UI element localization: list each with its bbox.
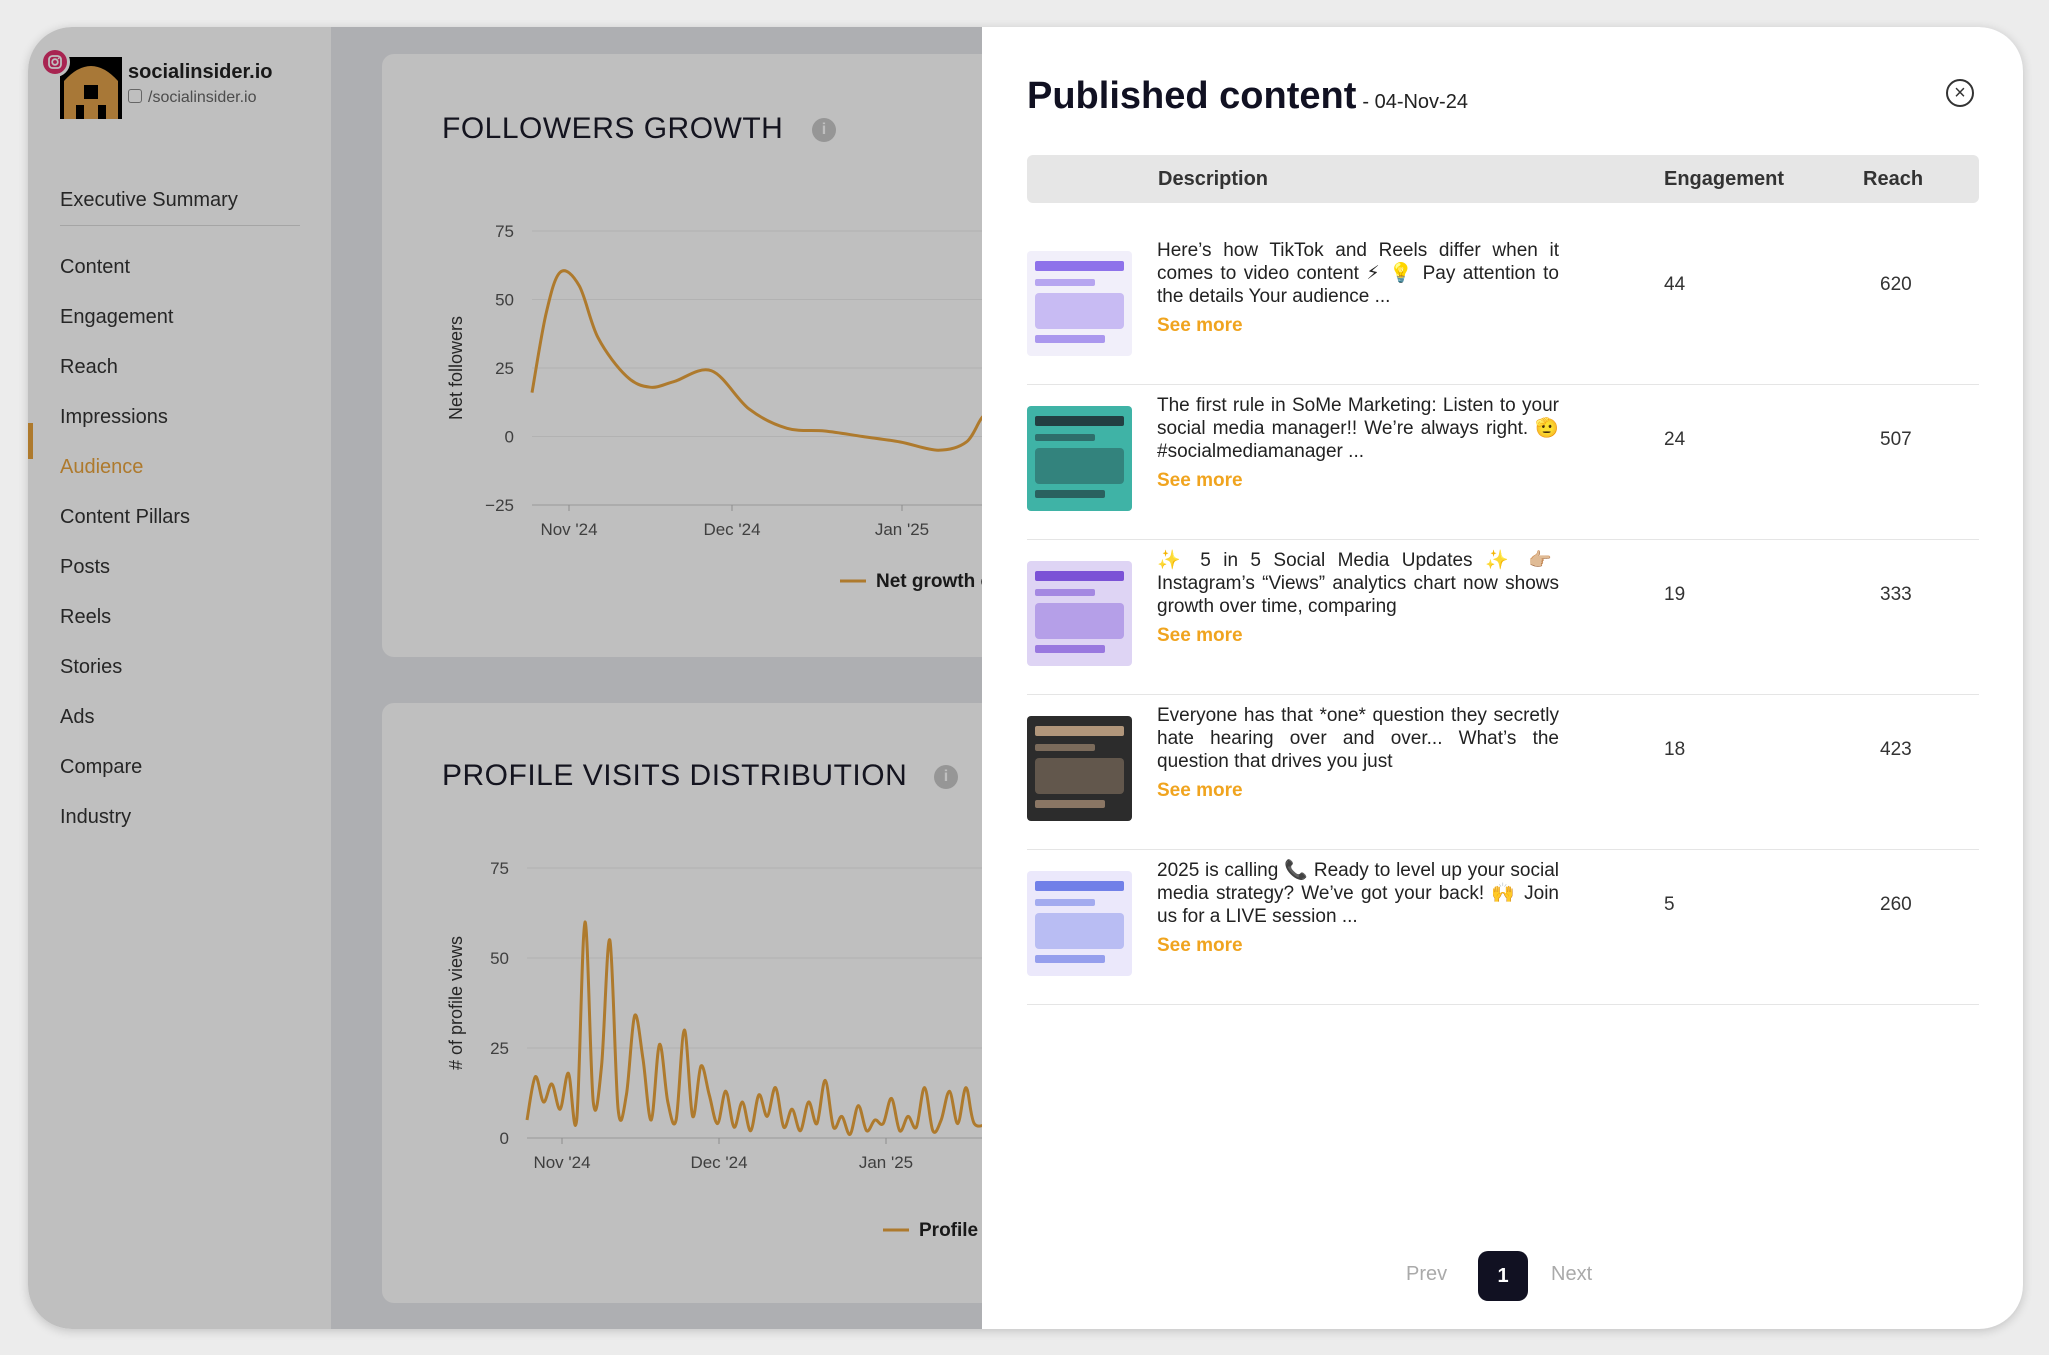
table-row[interactable]: 2025 is calling 📞 Ready to level up your… — [1027, 849, 1979, 1005]
reach-value: 507 — [1880, 429, 1912, 450]
table-row[interactable]: The first rule in SoMe Marketing: Listen… — [1027, 384, 1979, 540]
profile-handle: /socialinsider.io — [128, 89, 257, 107]
y-tick-label: 25 — [495, 359, 514, 378]
modal-title-text: Published content — [1027, 75, 1357, 117]
engagement-value: 5 — [1664, 894, 1675, 915]
x-tick-label: Dec '24 — [690, 1153, 747, 1172]
x-tick-label: Jan '25 — [859, 1153, 913, 1172]
x-tick-label: Nov '24 — [540, 520, 597, 539]
followers-growth-title: FOLLOWERS GROWTH — [442, 112, 784, 145]
sidebar-nav: Executive Summary Content Engagement Reach I… — [60, 175, 300, 842]
see-more-link[interactable]: See more — [1157, 470, 1243, 491]
prev-button[interactable]: Prev — [1406, 1263, 1448, 1285]
post-description: Here’s how TikTok and Reels differ when … — [1157, 240, 1559, 307]
y-axis-label: # of profile views — [446, 936, 466, 1070]
column-description[interactable]: Description — [1158, 168, 1269, 190]
sidebar-item-stories[interactable]: Stories — [60, 656, 123, 678]
profile-name[interactable]: socialinsider.io — [128, 61, 273, 83]
see-more-link[interactable]: See more — [1157, 625, 1243, 646]
sidebar-item-audience[interactable]: Audience — [60, 456, 144, 478]
sidebar-item-compare[interactable]: Compare — [60, 756, 143, 778]
engagement-value: 19 — [1664, 584, 1686, 605]
y-tick-label: 0 — [505, 428, 514, 447]
y-tick-label: 75 — [495, 222, 514, 241]
x-tick-label: Nov '24 — [533, 1153, 590, 1172]
next-button[interactable]: Next — [1551, 1263, 1593, 1285]
legend-label[interactable]: Profile vi — [919, 1220, 999, 1241]
sidebar-item-reels[interactable]: Reels — [60, 606, 112, 628]
engagement-value: 18 — [1664, 739, 1686, 760]
reach-value: 333 — [1880, 584, 1912, 605]
engagement-value: 44 — [1664, 274, 1686, 295]
sidebar-item-ads[interactable]: Ads — [60, 706, 95, 728]
y-tick-label: 50 — [495, 291, 514, 310]
x-tick-label: Dec '24 — [703, 520, 760, 539]
see-more-link[interactable]: See more — [1157, 780, 1243, 801]
sidebar-item-posts[interactable]: Posts — [60, 556, 111, 578]
y-tick-label: 75 — [490, 859, 509, 878]
reach-value: 260 — [1880, 894, 1912, 915]
sidebar-item-reach[interactable]: Reach — [60, 356, 118, 378]
table-row[interactable]: ✨ 5 in 5 Social Media Updates ✨ 👉🏼 Insta… — [1027, 539, 1979, 695]
reach-value: 423 — [1880, 739, 1912, 760]
instagram-small-icon — [128, 89, 142, 103]
active-indicator — [28, 423, 33, 459]
series-line[interactable] — [525, 920, 1025, 1136]
app-window: socialinsider.io /socialinsider.io Execu… — [28, 27, 2023, 1329]
sidebar: socialinsider.io /socialinsider.io Execu… — [28, 27, 331, 1329]
see-more-link[interactable]: See more — [1157, 935, 1243, 956]
sidebar-item-executive-summary[interactable]: Executive Summary — [60, 175, 300, 226]
post-thumbnail[interactable] — [1027, 406, 1132, 511]
column-reach[interactable]: Reach — [1863, 168, 1924, 190]
engagement-value: 24 — [1664, 429, 1686, 450]
table-header: Description Engagement Reach — [1027, 155, 1979, 203]
post-thumbnail[interactable] — [1027, 251, 1132, 356]
post-description: Everyone has that *one* question they se… — [1157, 705, 1559, 772]
y-tick-label: 0 — [500, 1129, 509, 1148]
sidebar-item-content[interactable]: Content — [60, 256, 131, 278]
sidebar-item-content-pillars[interactable]: Content Pillars — [60, 506, 191, 528]
profile-visits-title: PROFILE VISITS DISTRIBUTION — [442, 759, 908, 792]
x-tick-label: Jan '25 — [875, 520, 929, 539]
post-thumbnail[interactable] — [1027, 871, 1132, 976]
table-row[interactable]: Everyone has that *one* question they se… — [1027, 694, 1979, 850]
y-axis-label: Net followers — [446, 316, 466, 420]
reach-value: 620 — [1880, 274, 1912, 295]
post-description: 2025 is calling 📞 Ready to level up your… — [1157, 860, 1559, 927]
see-more-link[interactable]: See more — [1157, 315, 1243, 336]
post-description: ✨ 5 in 5 Social Media Updates ✨ 👉🏼 Insta… — [1157, 550, 1559, 617]
profile-handle-text: /socialinsider.io — [148, 89, 257, 106]
sidebar-item-engagement[interactable]: Engagement — [60, 306, 174, 328]
y-tick-label: 50 — [490, 949, 509, 968]
modal-date: - 04-Nov-24 — [1362, 91, 1468, 113]
info-icon[interactable]: i — [812, 118, 836, 142]
y-tick-label: −25 — [485, 496, 514, 515]
sidebar-item-impressions[interactable]: Impressions — [60, 406, 168, 428]
legend-label[interactable]: Net growth of — [876, 571, 999, 592]
page-1-button[interactable]: 1 — [1478, 1251, 1528, 1301]
post-thumbnail[interactable] — [1027, 716, 1132, 821]
table-row[interactable]: Here’s how TikTok and Reels differ when … — [1027, 229, 1979, 385]
avatar — [60, 57, 122, 119]
y-tick-label: 25 — [490, 1039, 509, 1058]
info-icon[interactable]: i — [934, 765, 958, 789]
post-description: The first rule in SoMe Marketing: Listen… — [1157, 395, 1559, 462]
post-thumbnail[interactable] — [1027, 561, 1132, 666]
brand-logo — [60, 57, 122, 119]
column-engagement[interactable]: Engagement — [1664, 168, 1785, 190]
close-icon[interactable]: × — [1946, 79, 1974, 107]
instagram-icon — [40, 47, 70, 77]
sidebar-item-industry[interactable]: Industry — [60, 806, 132, 828]
pagination: Prev 1 Next — [982, 1251, 2023, 1301]
modal-title: Published content - 04-Nov-24 — [1027, 75, 1468, 118]
chart-svg: 75 50 25 0 −25 Nov '24 Dec '24 Jan '25 Net follo… — [446, 222, 1202, 592]
published-content-modal: Published content - 04-Nov-24 × Descripti… — [982, 27, 2023, 1329]
